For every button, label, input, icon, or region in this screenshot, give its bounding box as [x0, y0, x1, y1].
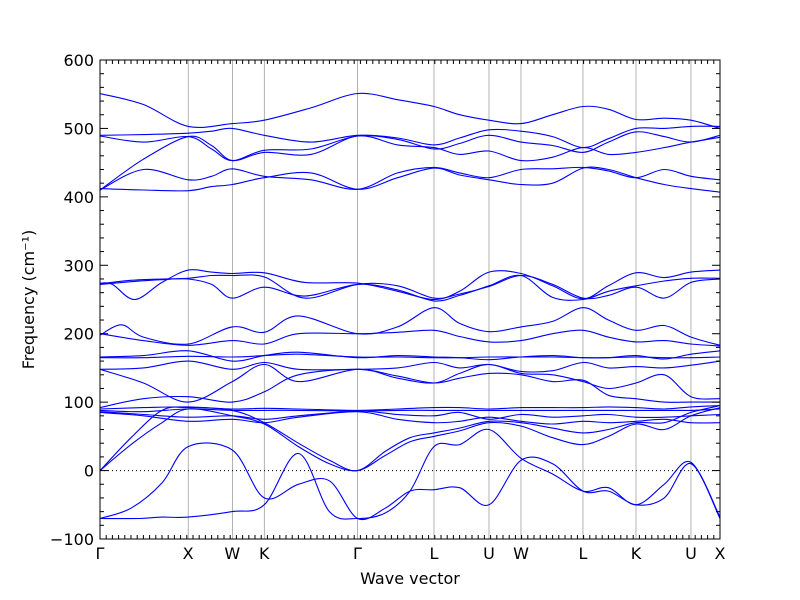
y-axis-ticks: −100 0 100 200 300 400 500 600	[50, 51, 720, 549]
y-tick-label: 400	[63, 188, 94, 207]
band-line-6	[100, 166, 720, 193]
x-tick-label: L	[430, 544, 439, 563]
band-line-11	[100, 329, 720, 347]
y-tick-label: 300	[63, 256, 94, 275]
y-tick-label: −100	[50, 530, 94, 549]
x-tick-label: W	[513, 544, 529, 563]
y-tick-label: 500	[63, 119, 94, 138]
band-line-10	[100, 307, 720, 346]
band-line-22	[100, 407, 720, 472]
plot-frame	[99, 59, 721, 540]
band-line-19	[100, 410, 720, 420]
band-line-15	[100, 363, 720, 403]
band-line-4	[100, 135, 720, 191]
x-tick-label: X	[715, 544, 726, 563]
band-line-21	[100, 405, 720, 472]
y-tick-label: 100	[63, 393, 94, 412]
x-tick-label: U	[685, 544, 697, 563]
band-line-14	[100, 360, 720, 373]
band-line-23	[100, 442, 720, 521]
y-axis-label: Frequency (cm⁻¹)	[19, 230, 38, 369]
band-line-20	[100, 411, 720, 425]
x-axis-label: Wave vector	[360, 569, 460, 588]
x-tick-label: X	[183, 544, 194, 563]
y-tick-label: 0	[84, 462, 94, 481]
x-tick-label: L	[579, 544, 588, 563]
high-symmetry-lines	[187, 60, 692, 539]
band-line-2	[100, 125, 720, 149]
x-tick-label: K	[631, 544, 642, 563]
phonon-bands	[100, 92, 720, 521]
x-tick-label: W	[224, 544, 240, 563]
band-line-8	[100, 274, 720, 300]
x-tick-label: U	[483, 544, 495, 563]
band-line-7	[100, 269, 720, 301]
band-line-1	[100, 92, 720, 129]
band-line-5	[100, 166, 720, 191]
x-tick-label: Γ	[353, 544, 362, 563]
x-tick-label: K	[259, 544, 270, 563]
band-line-9	[100, 274, 720, 302]
y-tick-label: 600	[63, 51, 94, 70]
band-line-24	[100, 428, 720, 520]
band-line-3	[100, 131, 720, 162]
y-tick-label: 200	[63, 325, 94, 344]
x-tick-label: Γ	[96, 544, 105, 563]
